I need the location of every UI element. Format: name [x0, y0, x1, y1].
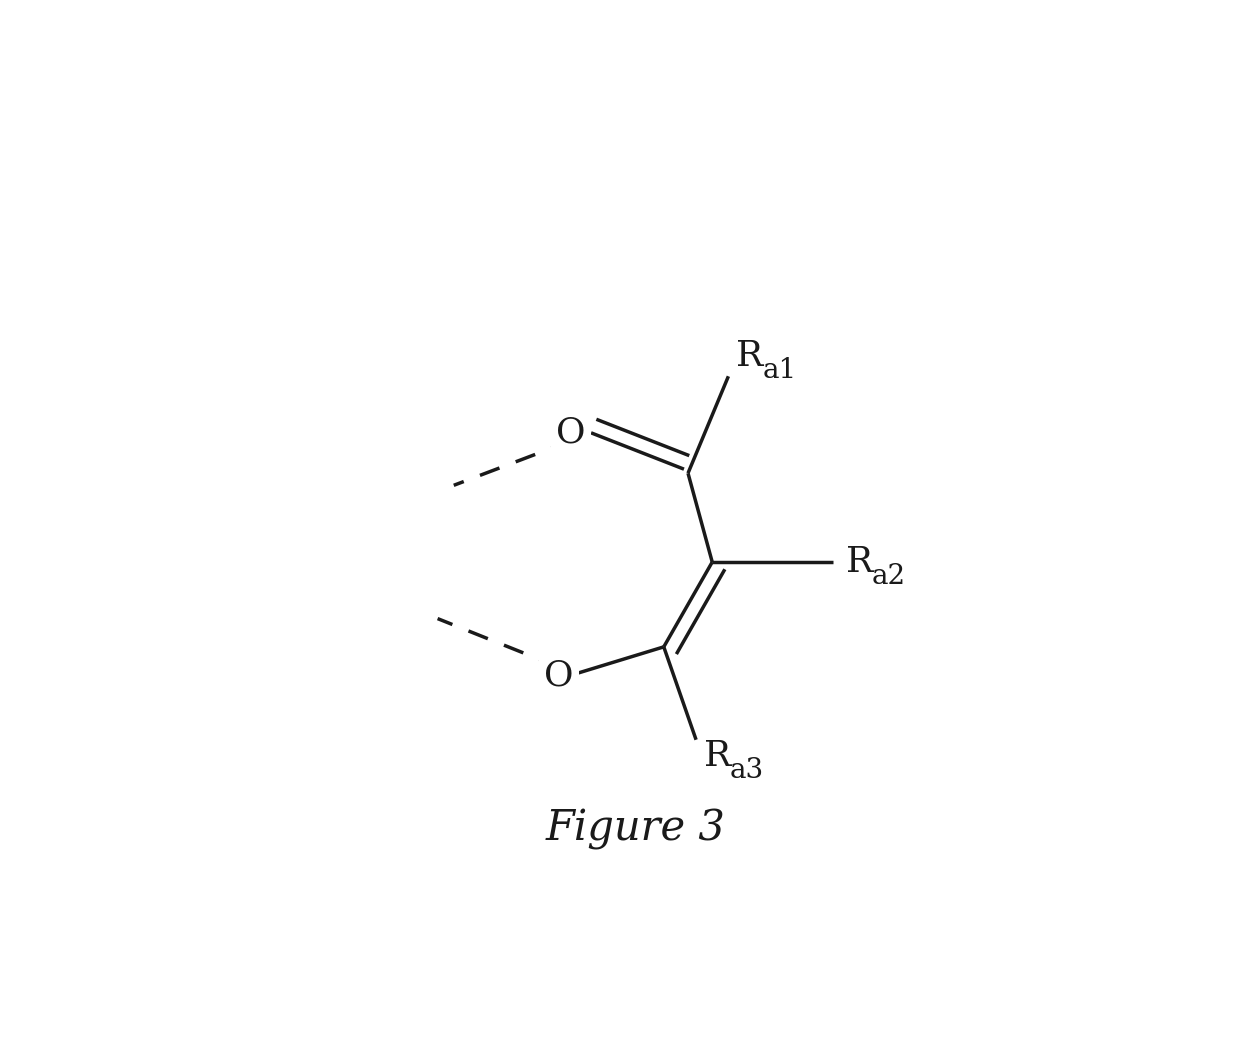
Text: a3: a3	[730, 757, 764, 784]
Text: O: O	[544, 658, 574, 692]
Text: Figure 3: Figure 3	[546, 808, 725, 850]
Text: R: R	[737, 339, 764, 373]
Text: a2: a2	[872, 563, 905, 591]
Text: a1: a1	[763, 357, 796, 384]
Text: O: O	[556, 415, 585, 450]
Text: R: R	[704, 738, 732, 773]
Text: R: R	[846, 545, 873, 579]
